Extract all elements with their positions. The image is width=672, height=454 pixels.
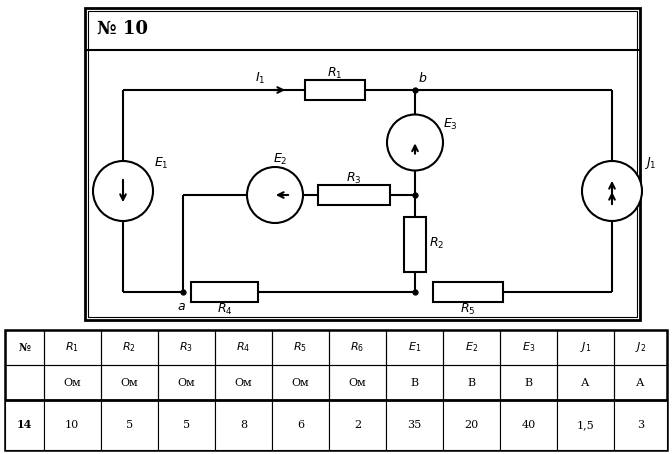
Bar — [500, 330, 557, 365]
Bar — [5, 330, 667, 450]
Bar — [272, 365, 329, 400]
Text: $E_2$: $E_2$ — [465, 340, 478, 355]
Text: $E_2$: $E_2$ — [273, 152, 287, 167]
Text: $E_1$: $E_1$ — [408, 340, 421, 355]
Text: $J_1$: $J_1$ — [580, 340, 591, 355]
Text: $E_3$: $E_3$ — [443, 117, 458, 132]
Circle shape — [582, 161, 642, 221]
Bar — [215, 400, 272, 450]
Text: 14: 14 — [17, 419, 32, 430]
Text: $E_1$: $E_1$ — [154, 155, 168, 171]
Text: $R_2$: $R_2$ — [122, 340, 136, 355]
Text: $R_5$: $R_5$ — [294, 340, 307, 355]
Bar — [215, 365, 272, 400]
Bar — [404, 217, 426, 271]
Text: $J_2$: $J_2$ — [635, 340, 646, 355]
Text: 8: 8 — [240, 420, 247, 430]
Text: 3: 3 — [637, 420, 644, 430]
Bar — [5, 365, 44, 400]
Text: Ом: Ом — [235, 377, 252, 388]
Text: А: А — [636, 377, 644, 388]
Bar — [5, 330, 44, 365]
Bar — [272, 400, 329, 450]
Text: Ом: Ом — [292, 377, 309, 388]
Bar — [500, 400, 557, 450]
Bar — [158, 400, 215, 450]
Bar — [101, 330, 158, 365]
Bar — [88, 11, 637, 317]
Bar — [85, 8, 640, 320]
Bar — [443, 330, 500, 365]
Bar — [614, 365, 667, 400]
Bar — [318, 185, 390, 205]
Text: $R_5$: $R_5$ — [460, 301, 476, 316]
Bar — [215, 330, 272, 365]
Bar — [557, 365, 614, 400]
Bar — [272, 330, 329, 365]
Bar — [329, 330, 386, 365]
Text: $R_1$: $R_1$ — [327, 65, 343, 80]
Text: 2: 2 — [354, 420, 361, 430]
Text: В: В — [468, 377, 476, 388]
Bar — [101, 400, 158, 450]
Bar — [386, 400, 443, 450]
Text: $R_2$: $R_2$ — [429, 236, 445, 251]
Bar — [5, 400, 44, 450]
Bar — [557, 400, 614, 450]
Circle shape — [93, 161, 153, 221]
Text: В: В — [524, 377, 532, 388]
Bar — [191, 282, 258, 302]
Text: $I_1$: $I_1$ — [255, 70, 265, 85]
Bar — [386, 365, 443, 400]
Bar — [614, 330, 667, 365]
Text: А: А — [581, 377, 590, 388]
Bar — [443, 400, 500, 450]
Text: 40: 40 — [521, 420, 536, 430]
Text: 35: 35 — [407, 420, 421, 430]
Text: № 10: № 10 — [97, 20, 148, 38]
Bar — [557, 330, 614, 365]
Text: В: В — [411, 377, 419, 388]
Bar — [158, 330, 215, 365]
Text: $R_4$: $R_4$ — [236, 340, 251, 355]
Bar — [44, 400, 101, 450]
Bar — [386, 330, 443, 365]
Bar — [614, 400, 667, 450]
Bar — [443, 365, 500, 400]
Text: $b$: $b$ — [419, 71, 427, 85]
Bar — [44, 330, 101, 365]
Text: №: № — [18, 342, 30, 353]
Text: 20: 20 — [464, 420, 478, 430]
Text: 1,5: 1,5 — [577, 420, 595, 430]
Text: 5: 5 — [126, 420, 133, 430]
Text: $R_4$: $R_4$ — [216, 301, 233, 316]
Circle shape — [387, 114, 443, 171]
Circle shape — [247, 167, 303, 223]
Bar — [44, 365, 101, 400]
Text: 6: 6 — [297, 420, 304, 430]
Text: $a$: $a$ — [177, 300, 185, 312]
Text: $R_3$: $R_3$ — [179, 340, 194, 355]
Bar — [305, 80, 365, 100]
Bar — [101, 365, 158, 400]
Text: $E_3$: $E_3$ — [522, 340, 535, 355]
Text: $R_6$: $R_6$ — [350, 340, 364, 355]
Text: $J_1$: $J_1$ — [644, 155, 657, 171]
Bar — [500, 365, 557, 400]
Bar — [433, 282, 503, 302]
Bar — [329, 365, 386, 400]
Text: 5: 5 — [183, 420, 190, 430]
Text: Ом: Ом — [177, 377, 195, 388]
Text: Ом: Ом — [63, 377, 81, 388]
Bar — [158, 365, 215, 400]
Text: Ом: Ом — [349, 377, 366, 388]
Text: $R_3$: $R_3$ — [346, 170, 362, 186]
Text: $R_1$: $R_1$ — [65, 340, 79, 355]
Bar — [329, 400, 386, 450]
Text: 10: 10 — [65, 420, 79, 430]
Text: Ом: Ом — [120, 377, 138, 388]
